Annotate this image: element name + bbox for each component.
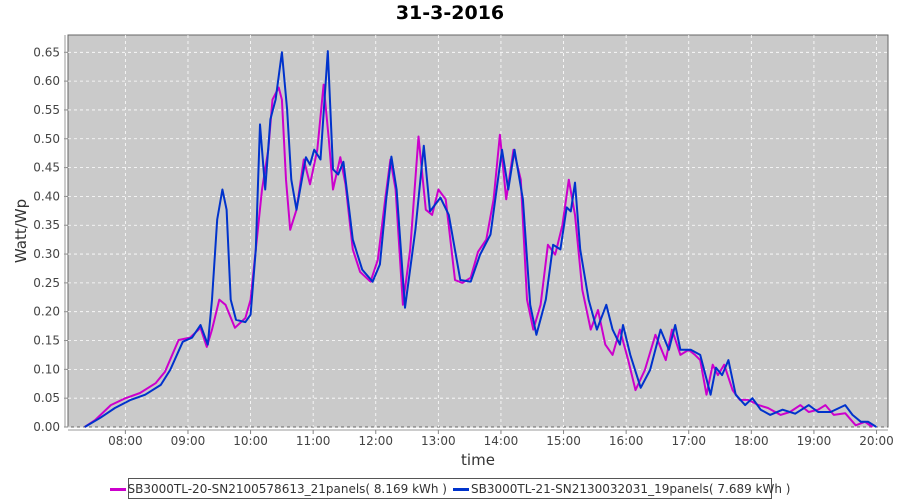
x-tick-label: 08:00 — [108, 434, 143, 448]
y-tick-label: 0.15 — [33, 334, 60, 348]
x-tick-label: 17:00 — [671, 434, 706, 448]
y-tick-label: 0.35 — [33, 218, 60, 232]
x-tick-label: 13:00 — [421, 434, 456, 448]
y-tick-label: 0.45 — [33, 161, 60, 175]
legend-item-series-2: SB3000TL-21-SN2130032031_19panels( 7.689… — [453, 482, 790, 496]
x-tick-label: 16:00 — [609, 434, 644, 448]
y-tick-label: 0.00 — [33, 420, 60, 434]
x-tick-label: 19:00 — [797, 434, 832, 448]
x-tick-label: 11:00 — [296, 434, 331, 448]
y-tick-label: 0.65 — [33, 45, 60, 59]
legend-item-series-1: SB3000TL-20-SN2100578613_21panels( 8.169… — [109, 481, 447, 496]
line-chart: 0.00 0.05 0.10 0.15 0.20 0.25 0.30 0.35 0.40 0.45… — [12, 34, 894, 469]
legend-label: SB3000TL-21-SN2130032031_19panels( 7.689… — [471, 481, 791, 496]
legend-swatch-magenta — [109, 487, 126, 491]
y-tick-label: 0.25 — [33, 276, 60, 290]
legend-label: SB3000TL-20-SN2100578613_21panels( 8.169… — [127, 481, 447, 496]
x-tick-label: 09:00 — [171, 434, 206, 448]
y-tick-label: 0.55 — [33, 103, 60, 117]
y-axis-label: Watt/Wp — [12, 199, 30, 263]
y-tick-label: 0.60 — [33, 74, 60, 88]
y-tick-label: 0.40 — [33, 189, 60, 203]
legend-swatch-blue — [453, 487, 469, 491]
legend: SB3000TL-20-SN2100578613_21panels( 8.169… — [109, 478, 790, 499]
y-tick-label: 0.30 — [33, 247, 60, 261]
y-tick-label: 0.50 — [33, 132, 60, 146]
x-tick-label: 10:00 — [233, 434, 268, 448]
x-axis-label: time — [461, 451, 495, 469]
x-tick-label: 14:00 — [484, 434, 519, 448]
chart-title: 31-3-2016 — [395, 2, 505, 24]
x-axis: 08:00 09:00 10:00 11:00 12:00 13:00 14:00 15:00… — [68, 429, 894, 448]
x-tick-label: 15:00 — [546, 434, 581, 448]
y-tick-label: 0.10 — [33, 362, 60, 376]
x-tick-label: 12:00 — [358, 434, 393, 448]
y-tick-label: 0.05 — [33, 391, 60, 405]
plot-area — [67, 34, 889, 428]
series-line-2 — [84, 50, 878, 428]
y-axis: 0.00 0.05 0.10 0.15 0.20 0.25 0.30 0.35 0.40 0.45… — [33, 35, 68, 434]
x-tick-label: 18:00 — [734, 434, 769, 448]
x-tick-label: 20:00 — [859, 434, 894, 448]
y-tick-label: 0.20 — [33, 305, 60, 319]
grid-lines — [68, 35, 888, 428]
series-lines — [84, 50, 878, 428]
